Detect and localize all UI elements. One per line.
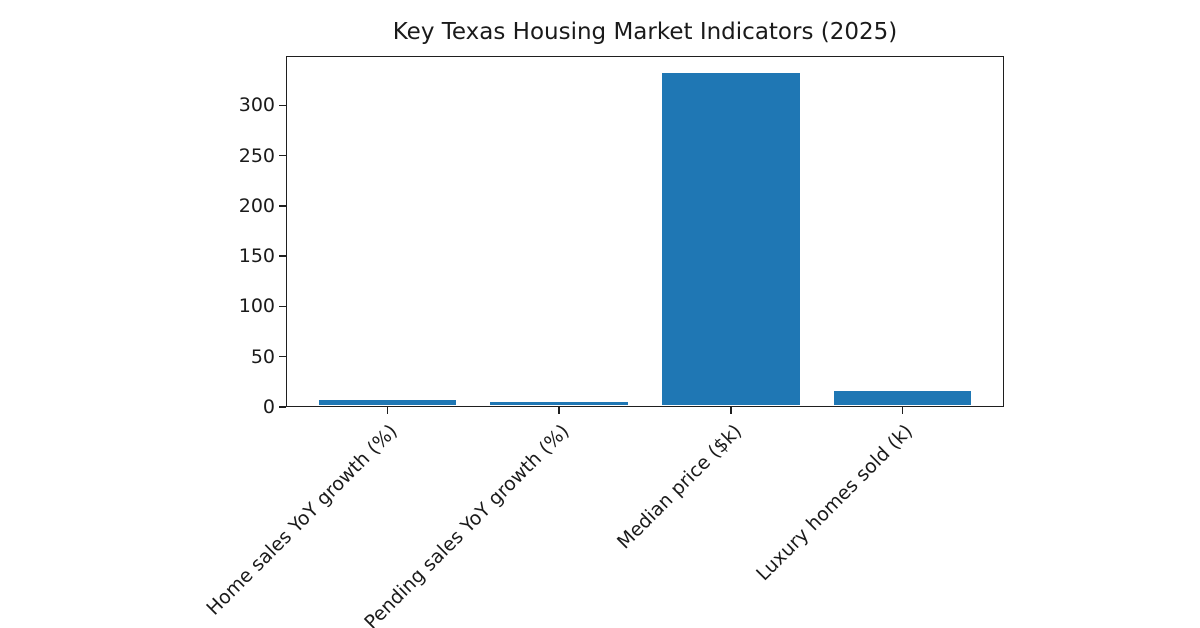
- x-tick-mark: [730, 407, 732, 414]
- chart-title: Key Texas Housing Market Indicators (202…: [392, 19, 898, 45]
- x-tick-mark: [901, 407, 904, 414]
- y-tick-label: 150: [238, 245, 275, 268]
- x-tick-mark: [558, 407, 560, 414]
- x-tick-mark: [386, 407, 389, 414]
- bar-0: [318, 399, 457, 406]
- y-tick-mark: [279, 355, 286, 358]
- y-tick-mark: [279, 154, 286, 157]
- x-tick-label: Home sales YoY growth (%): [202, 420, 403, 620]
- x-tick-label: Pending sales YoY growth (%): [360, 420, 574, 628]
- bar-1: [490, 401, 628, 406]
- x-tick-label: Luxury homes sold (k): [752, 420, 918, 586]
- bar-2: [662, 73, 800, 406]
- y-tick-mark: [279, 305, 286, 308]
- y-tick-label: 100: [238, 295, 275, 318]
- y-tick-label: 50: [250, 345, 275, 368]
- y-tick-mark: [279, 255, 286, 257]
- y-tick-mark: [279, 205, 286, 207]
- y-tick-mark: [279, 104, 286, 107]
- y-tick-mark: [279, 406, 286, 408]
- x-tick-label: Median price ($k): [612, 420, 746, 554]
- y-tick-label: 250: [238, 144, 275, 167]
- y-tick-label: 200: [238, 194, 275, 217]
- y-tick-label: 0: [262, 396, 275, 418]
- axes: [286, 56, 1004, 407]
- y-tick-label: 300: [238, 94, 275, 117]
- bar-3: [833, 390, 972, 406]
